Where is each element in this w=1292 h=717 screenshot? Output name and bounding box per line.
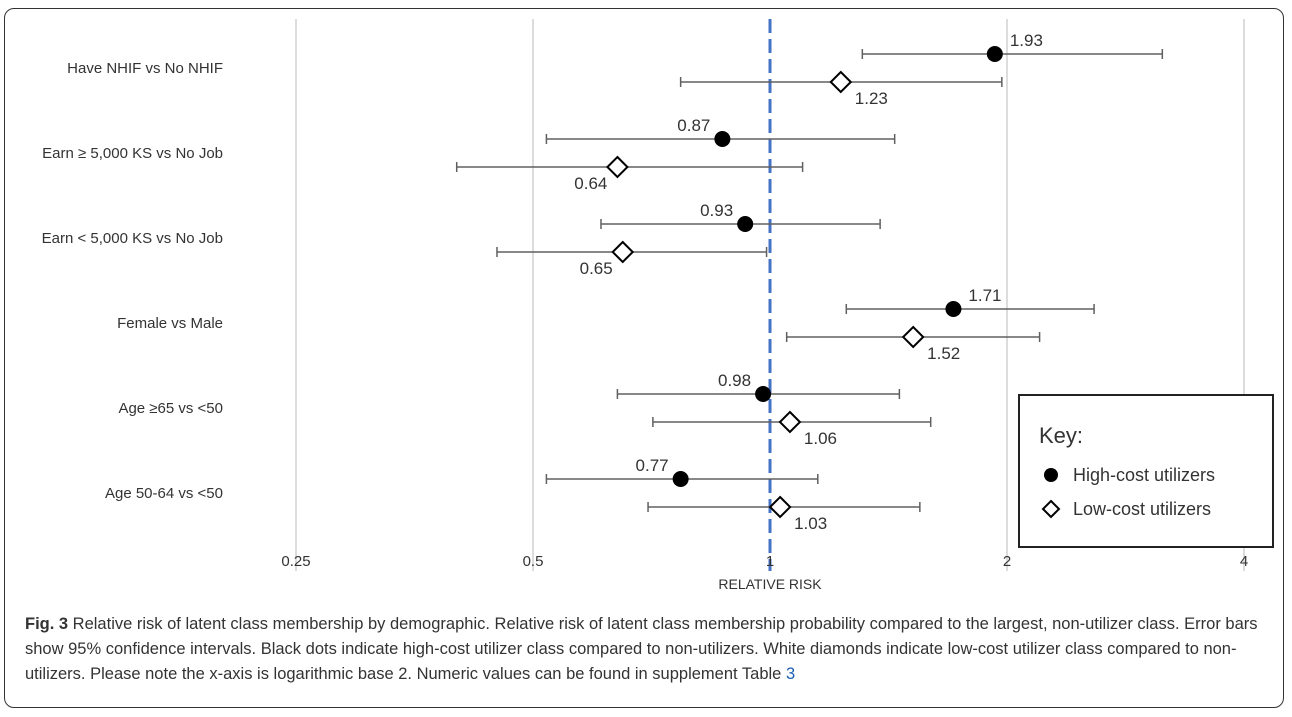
data-label: 1.06 xyxy=(804,429,837,448)
high-cost-point xyxy=(737,216,754,232)
x-axis-label: RELATIVE RISK xyxy=(718,576,822,592)
legend-low-cost-marker xyxy=(1041,499,1061,519)
category-label: Age ≥65 vs <50 xyxy=(118,400,223,417)
category-label: Age 50-64 vs <50 xyxy=(105,485,223,502)
category-label: Earn < 5,000 KS vs No Job xyxy=(42,230,223,247)
legend-high-cost-marker xyxy=(1044,468,1058,482)
legend-title: Key: xyxy=(1039,423,1083,448)
low-cost-point xyxy=(611,240,635,264)
figure-caption: Fig. 3 Relative risk of latent class mem… xyxy=(25,612,1275,687)
data-label: 1.03 xyxy=(794,514,827,533)
figure-frame: 0.25 0.5 1 2 4 RELATIVE RISK Have NHIF vs No N… xyxy=(4,8,1284,708)
data-label: 0.98 xyxy=(718,371,751,390)
data-label: 0.65 xyxy=(580,259,613,278)
table-link[interactable]: 3 xyxy=(785,665,796,683)
category-label: Earn ≥ 5,000 KS vs No Job xyxy=(42,145,223,162)
high-cost-point xyxy=(714,131,731,147)
data-label: 0.77 xyxy=(636,456,669,475)
high-cost-point xyxy=(755,386,772,402)
data-label: 1.23 xyxy=(855,89,888,108)
category-label: Female vs Male xyxy=(117,315,223,332)
figure-label: Fig. 3 xyxy=(25,615,69,633)
high-cost-point xyxy=(986,46,1003,62)
x-tick-label: 4 xyxy=(1240,553,1248,570)
legend-item-label: High-cost utilizers xyxy=(1073,465,1215,485)
low-cost-point xyxy=(778,410,802,434)
low-cost-point xyxy=(901,325,925,349)
category-label: Have NHIF vs No NHIF xyxy=(67,60,223,77)
data-label: 0.93 xyxy=(700,201,733,220)
legend-box xyxy=(1018,394,1274,548)
x-tick-label: 1 xyxy=(766,553,774,570)
low-cost-point xyxy=(829,70,853,94)
low-cost-point xyxy=(768,495,792,519)
forest-plot: 0.25 0.5 1 2 4 RELATIVE RISK Have NHIF vs No N… xyxy=(42,19,1274,592)
data-label: 0.87 xyxy=(677,116,710,135)
data-label: 1.52 xyxy=(927,344,960,363)
high-cost-point xyxy=(945,301,962,317)
high-cost-point xyxy=(672,471,689,487)
caption-text: Relative risk of latent class membership… xyxy=(25,615,1258,683)
x-tick-label: 0.25 xyxy=(281,553,310,570)
x-tick-label: 0.5 xyxy=(523,553,544,570)
data-label: 1.93 xyxy=(1010,31,1043,50)
data-label: 0.64 xyxy=(574,174,607,193)
low-cost-point xyxy=(605,155,629,179)
data-label: 1.71 xyxy=(968,286,1001,305)
legend-item-label: Low-cost utilizers xyxy=(1073,499,1211,519)
x-tick-label: 2 xyxy=(1003,553,1011,570)
